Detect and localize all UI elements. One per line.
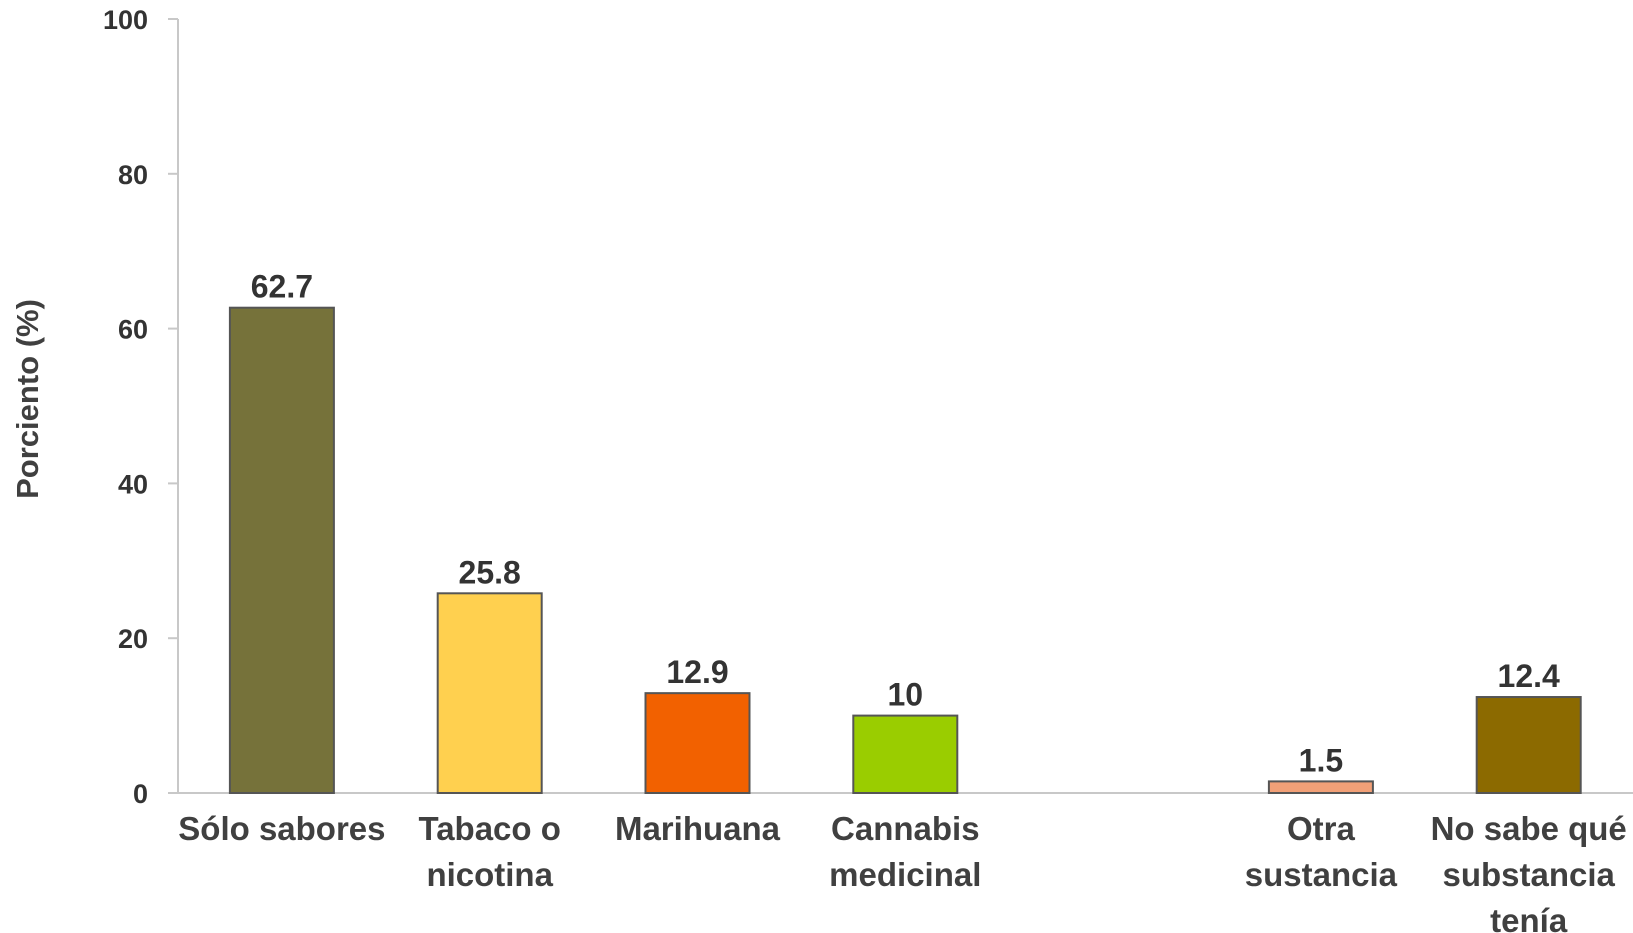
x-tick-label: Cannabis — [831, 810, 980, 847]
x-tick-label: tenía — [1490, 902, 1568, 933]
x-tick-label: Sólo sabores — [178, 810, 385, 847]
y-axis-label: Porciento (%) — [10, 299, 45, 499]
x-tick-label: No sabe qué — [1431, 810, 1627, 847]
bar — [852, 714, 959, 794]
bars — [228, 306, 1582, 795]
x-tick-label: nicotina — [426, 856, 553, 893]
data-label: 12.9 — [666, 654, 728, 690]
y-tick-label: 60 — [118, 315, 148, 345]
y-tick-label: 20 — [118, 624, 148, 654]
x-tick-label: substancia — [1442, 856, 1615, 893]
x-tick-label: Marihuana — [615, 810, 781, 847]
x-tick-label: medicinal — [829, 856, 981, 893]
x-tick-label: Tabaco o — [418, 810, 560, 847]
data-label: 10 — [888, 677, 924, 713]
y-tick-label: 100 — [103, 5, 148, 35]
bar — [436, 592, 543, 794]
data-label: 62.7 — [251, 269, 313, 305]
x-tick-label: Otra — [1287, 810, 1356, 847]
bar — [1267, 780, 1374, 795]
value-labels: 62.7 25.8 12.9 10 1.5 12.4 — [251, 269, 1560, 779]
data-label: 1.5 — [1299, 742, 1343, 778]
bar — [228, 306, 335, 794]
x-tick-label: sustancia — [1245, 856, 1398, 893]
bar — [644, 692, 751, 794]
y-tick-label: 0 — [133, 779, 148, 809]
y-tick-label: 80 — [118, 160, 148, 190]
category-labels: Sólo sabores Tabaco o nicotina Marihuana Can… — [178, 810, 1627, 933]
bar — [1475, 696, 1582, 794]
data-label: 12.4 — [1498, 658, 1560, 694]
data-label: 25.8 — [459, 554, 521, 590]
y-axis: 0 20 40 60 80 100 — [103, 5, 179, 809]
y-tick-label: 40 — [118, 469, 148, 499]
